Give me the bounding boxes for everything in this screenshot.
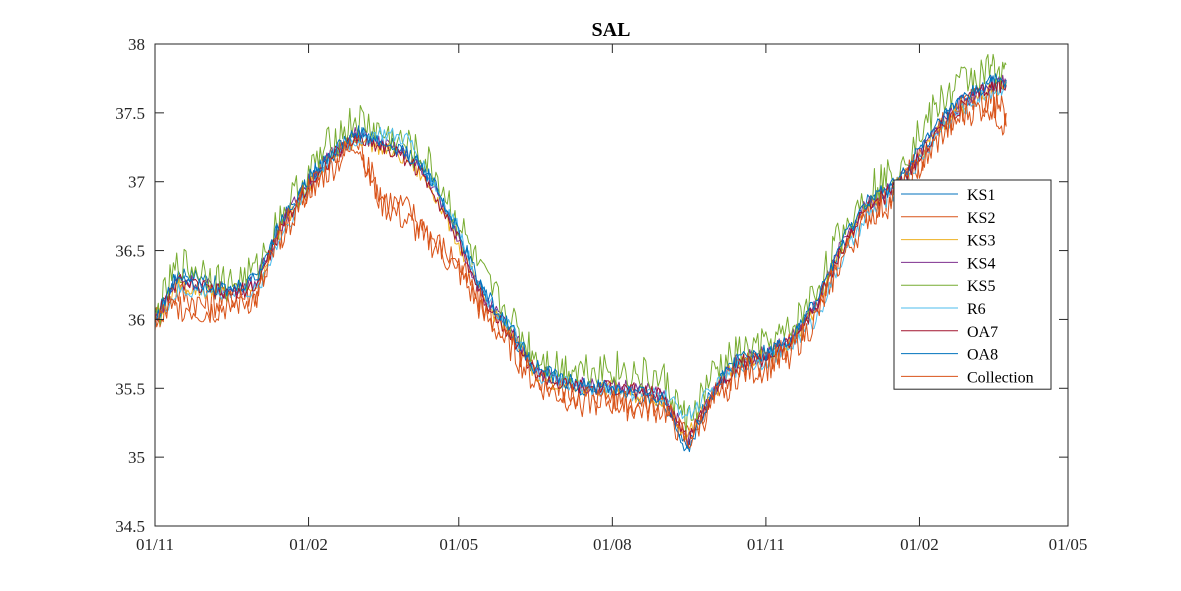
y-tick-label: 35.5 (115, 379, 145, 398)
x-tick-label: 01/11 (747, 535, 785, 554)
legend-label: Collection (967, 369, 1034, 386)
legend-label: KS5 (967, 278, 995, 295)
y-axis: 34.5 35 35.5 36 36.5 37 37.5 38 (115, 35, 1068, 536)
legend-box (893, 179, 1052, 390)
y-tick-label: 37 (128, 173, 146, 192)
x-tick-label: 01/05 (439, 535, 478, 554)
y-tick-label: 36 (128, 310, 145, 329)
series-line-ks2 (154, 88, 1007, 440)
x-tick-label: 01/02 (900, 535, 939, 554)
legend-label: KS4 (967, 255, 995, 272)
legend-label: OA8 (967, 347, 998, 364)
series-line-ks3 (154, 78, 1007, 441)
series-line-collection (154, 95, 1007, 449)
series-line-r6 (154, 84, 1007, 420)
legend-label: KS2 (967, 210, 995, 227)
legend-label: R6 (967, 301, 986, 318)
y-tick-label: 37.5 (115, 104, 145, 123)
x-tick-label: 01/08 (593, 535, 632, 554)
x-tick-label: 01/11 (136, 535, 174, 554)
series-line-oa7 (154, 79, 1007, 447)
y-tick-label: 38 (128, 35, 145, 54)
x-axis: 01/11 01/02 01/05 01/08 01/11 01/02 01/05 (136, 44, 1087, 554)
series-layer (154, 53, 1007, 453)
series-line-oa8 (154, 73, 1007, 453)
legend-label: KS1 (967, 187, 995, 204)
y-tick-label: 35 (128, 448, 145, 467)
plot-area-frame (154, 43, 1069, 527)
x-tick-label: 01/02 (289, 535, 328, 554)
legend-label: KS3 (967, 233, 995, 250)
chart-title: SAL (592, 19, 631, 41)
legend-label: OA7 (967, 324, 998, 341)
y-tick-label: 36.5 (115, 242, 145, 261)
legend: KS1 KS2 KS3 KS4 KS5 R6 OA7 OA8 Collection (893, 179, 1052, 390)
x-tick-label: 01/05 (1049, 535, 1088, 554)
y-tick-label: 34.5 (115, 517, 145, 536)
